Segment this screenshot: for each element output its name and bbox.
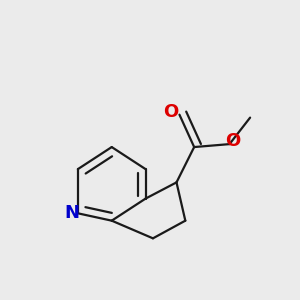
Text: N: N [64, 204, 79, 222]
Text: O: O [164, 103, 179, 121]
Text: O: O [225, 132, 240, 150]
